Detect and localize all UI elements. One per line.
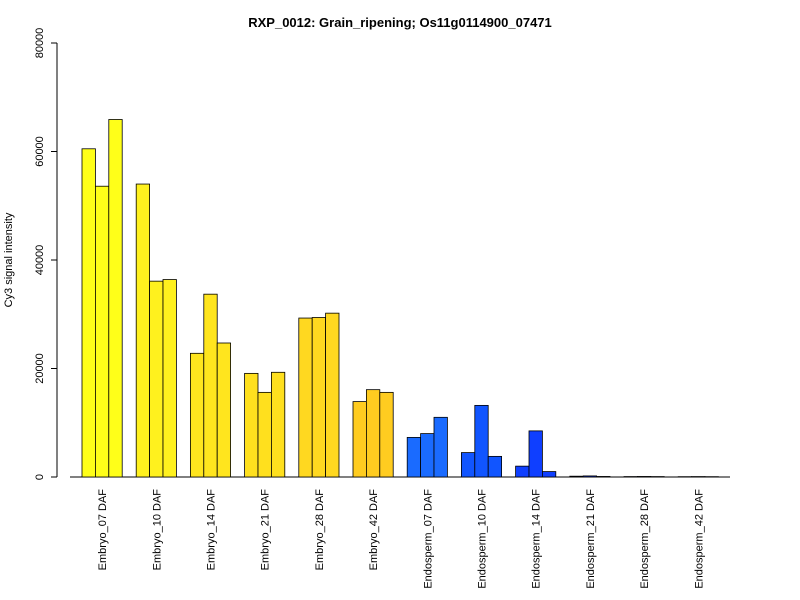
y-tick-label: 40000 bbox=[34, 245, 46, 276]
bar bbox=[244, 372, 259, 478]
category-label: Embryo_42 DAF bbox=[368, 489, 380, 571]
bar bbox=[216, 342, 231, 478]
bar bbox=[596, 476, 611, 478]
bar bbox=[515, 465, 530, 478]
bar bbox=[189, 352, 205, 478]
category-labels: Embryo_07 DAF Embryo_10 DAF Embryo_14 DAF E… bbox=[97, 489, 705, 589]
bar bbox=[487, 455, 503, 478]
bar bbox=[352, 401, 367, 478]
bars-group bbox=[81, 119, 719, 478]
bar bbox=[420, 433, 435, 478]
bar bbox=[298, 317, 313, 478]
category-label: Endosperm_21 DAF bbox=[585, 489, 597, 589]
bar bbox=[257, 391, 272, 478]
category-label: Endosperm_07 DAF bbox=[422, 489, 434, 589]
bar bbox=[460, 452, 476, 478]
bar bbox=[542, 471, 557, 478]
bar bbox=[474, 404, 489, 478]
category-label: Endosperm_42 DAF bbox=[693, 489, 705, 589]
y-axis: 0 20000 40000 60000 80000 bbox=[34, 28, 58, 480]
y-tick-label: 60000 bbox=[34, 136, 46, 167]
category-label: Embryo_10 DAF bbox=[151, 489, 163, 571]
bar bbox=[203, 293, 218, 478]
category-label: Embryo_07 DAF bbox=[97, 489, 109, 571]
bar bbox=[433, 416, 448, 478]
bar bbox=[135, 183, 150, 478]
category-label: Embryo_21 DAF bbox=[260, 489, 272, 571]
bar bbox=[569, 475, 584, 478]
y-axis-label: Cy3 signal intensity bbox=[3, 212, 15, 307]
bar bbox=[528, 430, 543, 478]
category-label: Endosperm_10 DAF bbox=[477, 489, 489, 589]
y-tick-label: 20000 bbox=[34, 353, 46, 384]
bar bbox=[149, 280, 164, 478]
bar bbox=[95, 185, 110, 478]
bar bbox=[637, 476, 652, 478]
category-label: Endosperm_14 DAF bbox=[531, 489, 543, 589]
y-tick-label: 80000 bbox=[34, 28, 46, 59]
y-tick-label: 0 bbox=[34, 474, 46, 480]
bar bbox=[379, 391, 394, 478]
bar bbox=[325, 312, 340, 478]
bar bbox=[365, 389, 381, 478]
category-label: Endosperm_28 DAF bbox=[639, 489, 651, 589]
category-label: Embryo_14 DAF bbox=[206, 489, 218, 571]
bar bbox=[582, 475, 598, 478]
chart-title: RXP_0012: Grain_ripening; Os11g0114900_0… bbox=[248, 15, 552, 30]
bar bbox=[406, 436, 422, 478]
category-label: Embryo_28 DAF bbox=[314, 489, 326, 571]
bar bbox=[81, 148, 96, 478]
bar bbox=[162, 279, 177, 478]
bar bbox=[108, 119, 123, 478]
bar bbox=[311, 317, 327, 478]
bar bbox=[270, 371, 286, 478]
